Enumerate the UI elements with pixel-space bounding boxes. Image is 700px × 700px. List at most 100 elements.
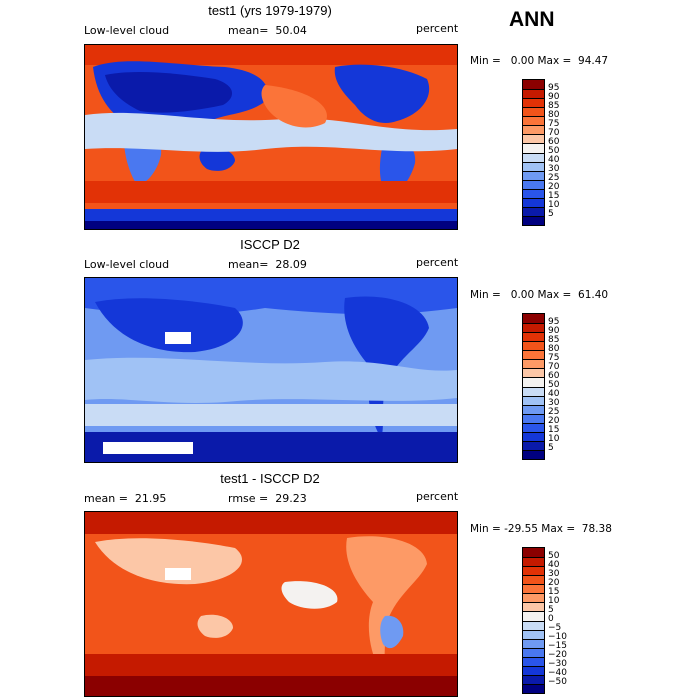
- colorbar-cell: [523, 98, 544, 108]
- colorbar-cell: [523, 188, 544, 198]
- panel-1-title: test1 (yrs 1979-1979): [208, 3, 332, 18]
- panel-1-minmax: Min = 0.00 Max = 94.47: [470, 55, 609, 67]
- colorbar-cell: [523, 143, 544, 153]
- colorbar-tick-label: 30: [548, 164, 560, 175]
- panel-3-left-label: mean = 21.95: [84, 492, 167, 505]
- panel-2-missing-tibet: [165, 332, 191, 344]
- colorbar-tick-label: 15: [548, 191, 560, 202]
- panel-2-title: ISCCP D2: [240, 237, 300, 252]
- panel-3-south-america-blue: [380, 615, 404, 649]
- colorbar-cell: [523, 350, 544, 360]
- colorbar-tick-label: 50: [548, 550, 560, 561]
- colorbar-cell: [523, 620, 544, 630]
- panel-1-eurasia-core: [105, 72, 233, 113]
- panel-3-pacific-pale: [281, 581, 338, 609]
- panel-2-missing-antarctica: [103, 442, 193, 454]
- colorbar-tick-label: 15: [548, 425, 560, 436]
- colorbar-tick-label: 95: [548, 316, 560, 327]
- colorbar-cell: [523, 332, 544, 342]
- panel-3-eurasia-light: [95, 538, 242, 585]
- colorbar-cell: [523, 440, 544, 450]
- panel-1-arctic-band: [85, 45, 457, 65]
- colorbar-cell: [523, 206, 544, 216]
- colorbar-cell: [523, 359, 544, 369]
- panel-3-title: test1 - ISCCP D2: [220, 471, 320, 486]
- colorbar-tick-label: 10: [548, 595, 560, 606]
- colorbar-cell: [523, 395, 544, 405]
- colorbar-cell: [523, 179, 544, 189]
- colorbar-tick-label: −40: [548, 668, 567, 679]
- colorbar-cell: [523, 80, 544, 90]
- colorbar-tick-label: 70: [548, 127, 560, 138]
- colorbar-tick-label: 10: [548, 434, 560, 445]
- colorbar-cell: [523, 629, 544, 639]
- panel-3-missing-tibet: [165, 568, 191, 580]
- colorbar-tick-label: 5: [548, 209, 554, 220]
- colorbar-cell: [523, 386, 544, 396]
- colorbar-cell: [523, 368, 544, 378]
- colorbar-tick-label: 60: [548, 370, 560, 381]
- colorbar-tick-label: 80: [548, 343, 560, 354]
- colorbar-tick-label: 20: [548, 416, 560, 427]
- colorbar-cell: [523, 449, 544, 459]
- colorbar-tick-label: 30: [548, 568, 560, 579]
- colorbar-cell: [523, 107, 544, 117]
- panel-2-left-label: Low-level cloud: [84, 258, 170, 271]
- colorbar-tick-label: 95: [548, 82, 560, 93]
- colorbar-cell: [523, 602, 544, 612]
- panel-3-australia-light: [197, 614, 233, 638]
- colorbar-tick-label: 85: [548, 334, 560, 345]
- panel-3-antarctic-dark: [85, 676, 457, 696]
- colorbar-cell: [523, 116, 544, 126]
- colorbar-cell: [523, 170, 544, 180]
- season-label: ANN: [509, 8, 555, 31]
- colorbar-tick-label: 60: [548, 136, 560, 147]
- panel-2-center-label: mean= 28.09: [228, 258, 307, 271]
- panel-1-southern-red: [85, 181, 457, 203]
- colorbar-cell: [523, 404, 544, 414]
- colorbar-cell: [523, 134, 544, 144]
- colorbar-cell: [523, 584, 544, 594]
- panel-2-colorbar-ticks: 95 90 85 80 75 70 60 50 40 30 25 20 15 10 5: [548, 313, 588, 458]
- colorbar-cell: [523, 89, 544, 99]
- colorbar-cell: [523, 575, 544, 585]
- panel-1-map: [84, 44, 458, 230]
- colorbar-cell: [523, 665, 544, 675]
- panel-3-colorbar: [522, 547, 545, 694]
- colorbar-tick-label: 40: [548, 559, 560, 570]
- colorbar-cell: [523, 215, 544, 225]
- colorbar-tick-label: −15: [548, 641, 567, 652]
- colorbar-cell: [523, 593, 544, 603]
- colorbar-tick-label: 25: [548, 173, 560, 184]
- panel-1-center-label: mean= 50.04: [228, 24, 307, 37]
- colorbar-cell: [523, 314, 544, 324]
- colorbar-tick-label: 90: [548, 325, 560, 336]
- colorbar-cell: [523, 674, 544, 684]
- colorbar-cell: [523, 341, 544, 351]
- colorbar-cell: [523, 683, 544, 693]
- colorbar-tick-label: 10: [548, 200, 560, 211]
- colorbar-tick-label: −5: [548, 623, 562, 634]
- panel-1-colorbar: [522, 79, 545, 226]
- colorbar-cell: [523, 431, 544, 441]
- panel-2-minmax: Min = 0.00 Max = 61.40: [470, 289, 609, 301]
- colorbar-cell: [523, 656, 544, 666]
- panel-1-antarctic-core: [85, 221, 457, 229]
- panel-2-eurasia-blue: [95, 298, 243, 353]
- colorbar-tick-label: 90: [548, 91, 560, 102]
- colorbar-tick-label: 15: [548, 586, 560, 597]
- colorbar-tick-label: −30: [548, 659, 567, 670]
- colorbar-tick-label: 5: [548, 604, 554, 615]
- colorbar-tick-label: 20: [548, 577, 560, 588]
- colorbar-cell: [523, 125, 544, 135]
- panel-2-map: [84, 277, 458, 463]
- colorbar-tick-label: 75: [548, 352, 560, 363]
- panel-2-right-label: percent: [416, 256, 459, 269]
- panel-1-tropical-pale: [85, 112, 457, 152]
- panel-1-colorbar-ticks: 95 90 85 80 75 70 60 50 40 30 25 20 15 10 5: [548, 79, 588, 224]
- colorbar-tick-label: 0: [548, 614, 554, 624]
- colorbar-cell: [523, 161, 544, 171]
- colorbar-tick-label: 75: [548, 118, 560, 129]
- panel-1-north-america-blue: [334, 64, 430, 124]
- colorbar-cell: [523, 197, 544, 207]
